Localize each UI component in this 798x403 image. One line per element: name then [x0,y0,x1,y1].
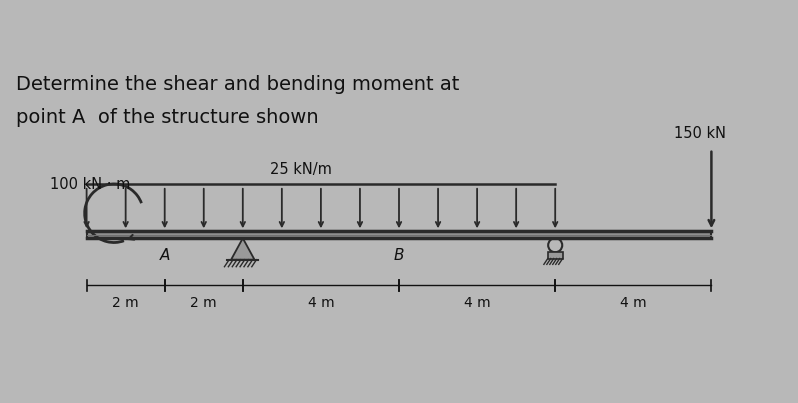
Text: 2 m: 2 m [113,296,139,310]
Text: 25 kN/m: 25 kN/m [271,162,332,177]
Bar [87,231,711,238]
Bar [547,252,563,258]
Text: 2 m: 2 m [191,296,217,310]
Text: 4 m: 4 m [620,296,646,310]
Text: 4 m: 4 m [307,296,334,310]
Text: 100 kN · m: 100 kN · m [49,177,130,192]
Text: 4 m: 4 m [464,296,491,310]
Text: 150 kN: 150 kN [674,126,725,141]
Polygon shape [231,238,255,260]
Text: B: B [393,248,405,263]
Text: Determine the shear and bending moment at: Determine the shear and bending moment a… [16,75,460,93]
Text: point A  of the structure shown: point A of the structure shown [16,108,319,127]
Text: A: A [160,248,170,263]
